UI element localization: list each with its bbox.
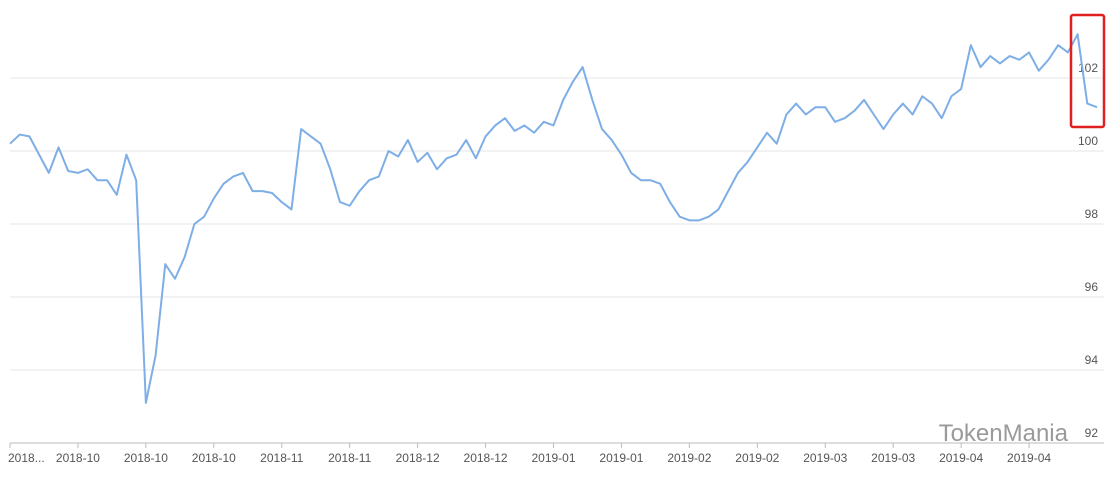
highlight-box bbox=[1069, 13, 1106, 129]
x-tick-label: 2018-11 bbox=[328, 451, 371, 465]
x-tick-label: 2019-04 bbox=[1007, 451, 1051, 465]
x-tick-label: 2019-01 bbox=[531, 451, 575, 465]
watermark: TokenMania bbox=[939, 420, 1069, 447]
y-tick-label: 94 bbox=[1085, 353, 1099, 367]
x-tick-label: 2019-01 bbox=[599, 451, 643, 465]
data-line bbox=[9, 33, 1098, 404]
x-tick-label: 2018-12 bbox=[396, 451, 440, 465]
x-tick-label: 2019-02 bbox=[735, 451, 779, 465]
y-tick-label: 100 bbox=[1078, 134, 1098, 148]
y-tick-label: 92 bbox=[1085, 426, 1099, 440]
x-tick-label: 2018-10 bbox=[192, 451, 236, 465]
y-tick-label: 98 bbox=[1085, 207, 1099, 221]
x-tick-label: 2019-04 bbox=[939, 451, 983, 465]
x-tick-label: 2018-11 bbox=[260, 451, 303, 465]
x-tick-label: 2018-12 bbox=[464, 451, 508, 465]
x-tick-label: 2018-10 bbox=[56, 451, 100, 465]
y-tick-label: 96 bbox=[1085, 280, 1099, 294]
x-tick-label: 2019-03 bbox=[803, 451, 847, 465]
x-tick-label: 2019-03 bbox=[871, 451, 915, 465]
x-tick-label: 2018-10 bbox=[124, 451, 168, 465]
x-tick-label: 2019-02 bbox=[667, 451, 711, 465]
x-tick-label: 2018... bbox=[8, 451, 45, 465]
